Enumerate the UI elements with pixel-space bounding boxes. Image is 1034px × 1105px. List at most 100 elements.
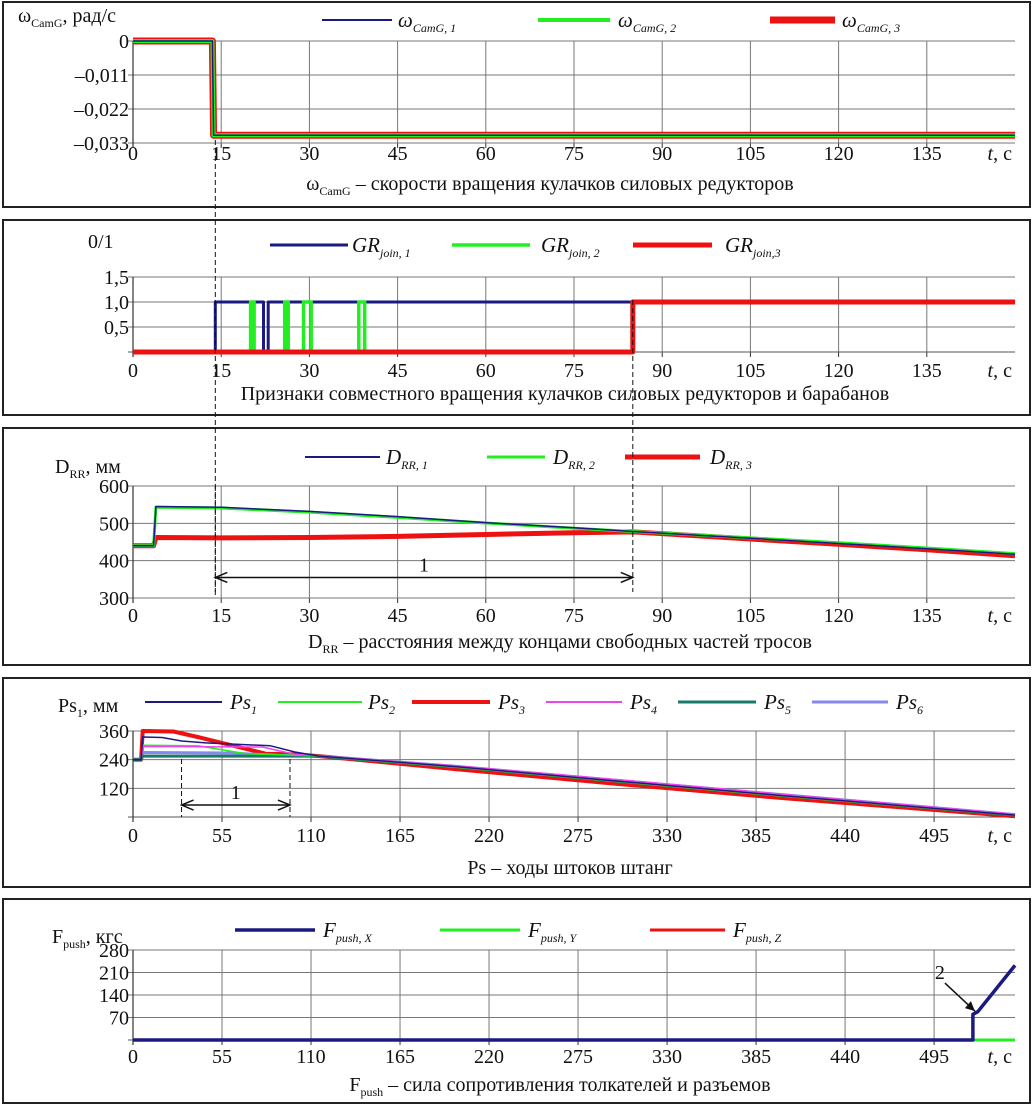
legend-label-1-sub: RR, 1 bbox=[400, 458, 428, 472]
x-tick-label-text: 165 bbox=[385, 1046, 415, 1068]
chart-panel-2: 0 15 30 45 60 75 90 105 120 135 0,5 1,0 1,5 0/1 t, с Пр… bbox=[2, 219, 1031, 416]
x-tick-label: 75 bbox=[564, 360, 584, 382]
x-tick-label-text: 135 bbox=[912, 143, 942, 165]
y-axis-label: Ps1, мм bbox=[58, 695, 119, 720]
x-tick-label: 330 bbox=[652, 1046, 682, 1068]
chart-panel-5: 0 55 110 165 220 275 330 385 440 49570140210280Fp… bbox=[2, 898, 1031, 1104]
x-tick-label: 275 bbox=[563, 825, 593, 847]
y-tick-label: –0,033 bbox=[73, 133, 129, 155]
y-axis-label-rest: , мм bbox=[85, 456, 121, 478]
y-tick-label-text: 1,0 bbox=[104, 292, 129, 314]
legend-label-1: Fpush, X bbox=[322, 918, 372, 945]
series-line-3 bbox=[133, 729, 1016, 819]
y-axis-label-sub: push bbox=[63, 937, 86, 951]
annotation-label-text: 1 bbox=[231, 782, 241, 804]
legend-label-1-main: D bbox=[385, 445, 401, 469]
x-tick-label-text: 105 bbox=[735, 605, 765, 627]
x-tick-label: 135 bbox=[912, 605, 942, 627]
panel-frame bbox=[2, 1, 1031, 208]
y-axis-label-main: Ps bbox=[58, 695, 77, 717]
legend-label-4: Ps4 bbox=[629, 690, 657, 717]
x-tick-label-text: 220 bbox=[474, 825, 504, 847]
legend-label-6-sub: 6 bbox=[917, 703, 923, 717]
x-axis-label-main: t bbox=[988, 825, 994, 847]
legend-label-3-sub: CamG, 3 bbox=[857, 21, 900, 35]
x-tick-label-text: 75 bbox=[564, 360, 584, 382]
legend-label-1: Ps1 bbox=[229, 690, 257, 717]
x-axis-label-rest: , с bbox=[993, 143, 1012, 165]
y-tick-label: 120 bbox=[99, 778, 129, 800]
y-tick-label-text: 360 bbox=[99, 721, 129, 743]
y-tick-label-text: 70 bbox=[109, 1008, 129, 1030]
x-tick-label: 330 bbox=[652, 825, 682, 847]
x-tick-label-text: 30 bbox=[299, 360, 319, 382]
x-tick-label-text: 60 bbox=[476, 360, 496, 382]
x-axis-label-rest: , с bbox=[993, 1046, 1012, 1068]
x-tick-label: 75 bbox=[564, 143, 584, 165]
x-tick-label-text: 495 bbox=[919, 1046, 949, 1068]
x-tick-label-text: 275 bbox=[563, 825, 593, 847]
legend-label-3-sub: 3 bbox=[518, 703, 525, 717]
legend-label-3: DRR, 3 bbox=[709, 445, 752, 472]
x-tick-label-text: 110 bbox=[296, 1046, 325, 1068]
y-axis-label: DRR, мм bbox=[55, 456, 121, 481]
x-tick-label: 120 bbox=[824, 143, 854, 165]
legend-label-2: DRR, 2 bbox=[552, 445, 595, 472]
x-tick-label-text: 110 bbox=[296, 825, 325, 847]
y-axis-label-sub: 1 bbox=[77, 706, 83, 720]
x-tick-label-text: 165 bbox=[385, 825, 415, 847]
series-line-1 bbox=[133, 40, 1015, 137]
x-tick-label: 45 bbox=[388, 605, 408, 627]
x-tick-label-text: 15 bbox=[211, 605, 231, 627]
x-tick-label-text: 90 bbox=[652, 143, 672, 165]
chart-caption-rest: – расстояния между концами свободных час… bbox=[339, 631, 812, 653]
x-tick-label: 495 bbox=[919, 1046, 949, 1068]
y-tick-label-text: –0,022 bbox=[73, 99, 129, 121]
chart-caption: Признаки совместного вращения кулачков с… bbox=[241, 383, 890, 405]
legend-label-5: Ps5 bbox=[763, 690, 791, 717]
x-tick-label-text: 385 bbox=[741, 825, 771, 847]
x-tick-label: 165 bbox=[385, 825, 415, 847]
x-tick-label-text: 495 bbox=[919, 825, 949, 847]
x-tick-label: 45 bbox=[388, 143, 408, 165]
x-tick-label: 385 bbox=[741, 825, 771, 847]
y-tick-label: 1,0 bbox=[104, 292, 129, 314]
x-tick-label: 60 bbox=[476, 360, 496, 382]
legend-label-3: ωCamG, 3 bbox=[842, 8, 900, 35]
legend-label-5-sub: 5 bbox=[785, 703, 791, 717]
chart-caption-rest: – скорости вращения кулачков силовых ред… bbox=[351, 173, 794, 195]
x-tick-label: 135 bbox=[912, 360, 942, 382]
x-tick-label-text: 135 bbox=[912, 360, 942, 382]
x-tick-label-text: 105 bbox=[735, 143, 765, 165]
legend-label-3-sub: join,3 bbox=[751, 246, 781, 260]
x-tick-label: 120 bbox=[824, 360, 854, 382]
x-tick-label: 15 bbox=[211, 360, 231, 382]
x-tick-label-text: 0 bbox=[128, 825, 138, 847]
legend-label-2-main: GR bbox=[541, 233, 569, 257]
legend-label-3-main: D bbox=[709, 445, 725, 469]
x-tick-label: 0 bbox=[128, 1046, 138, 1068]
legend-label-3-sub: RR, 3 bbox=[724, 458, 752, 472]
chart-panel-1: 0 15 30 45 60 75 90 105 120 135 0 –0,011 –0,022 –0,03… bbox=[2, 1, 1031, 208]
arrowhead-right-icon bbox=[277, 799, 292, 811]
chart-caption-rest: – ходы штоков штанг bbox=[486, 857, 672, 879]
x-tick-label-text: 15 bbox=[211, 143, 231, 165]
y-tick-label-text: 140 bbox=[99, 985, 129, 1007]
y-axis-label: ωCamG, рад/с bbox=[18, 5, 116, 30]
legend-label-3-main: F bbox=[732, 918, 746, 942]
y-tick-label: –0,011 bbox=[74, 65, 129, 87]
chart-caption-main: D bbox=[308, 631, 322, 653]
x-tick-label-text: 30 bbox=[299, 143, 319, 165]
y-axis-label-sub: RR bbox=[69, 467, 85, 481]
annotation-label: 2 bbox=[935, 962, 945, 984]
x-axis-label-main: t bbox=[988, 1046, 994, 1068]
x-tick-label-text: 75 bbox=[564, 605, 584, 627]
legend-label-2-main: Ps bbox=[367, 690, 389, 714]
y-tick-label-text: 400 bbox=[99, 551, 129, 573]
x-tick-label-text: 275 bbox=[563, 1046, 593, 1068]
x-tick-label-text: 55 bbox=[212, 1046, 232, 1068]
legend-label-1-sub: push, X bbox=[335, 931, 373, 945]
chart-caption: ωCamG – скорости вращения кулачков силов… bbox=[306, 173, 794, 198]
chart-caption-sub: RR bbox=[323, 642, 339, 656]
y-tick-label-text: 600 bbox=[99, 476, 129, 498]
